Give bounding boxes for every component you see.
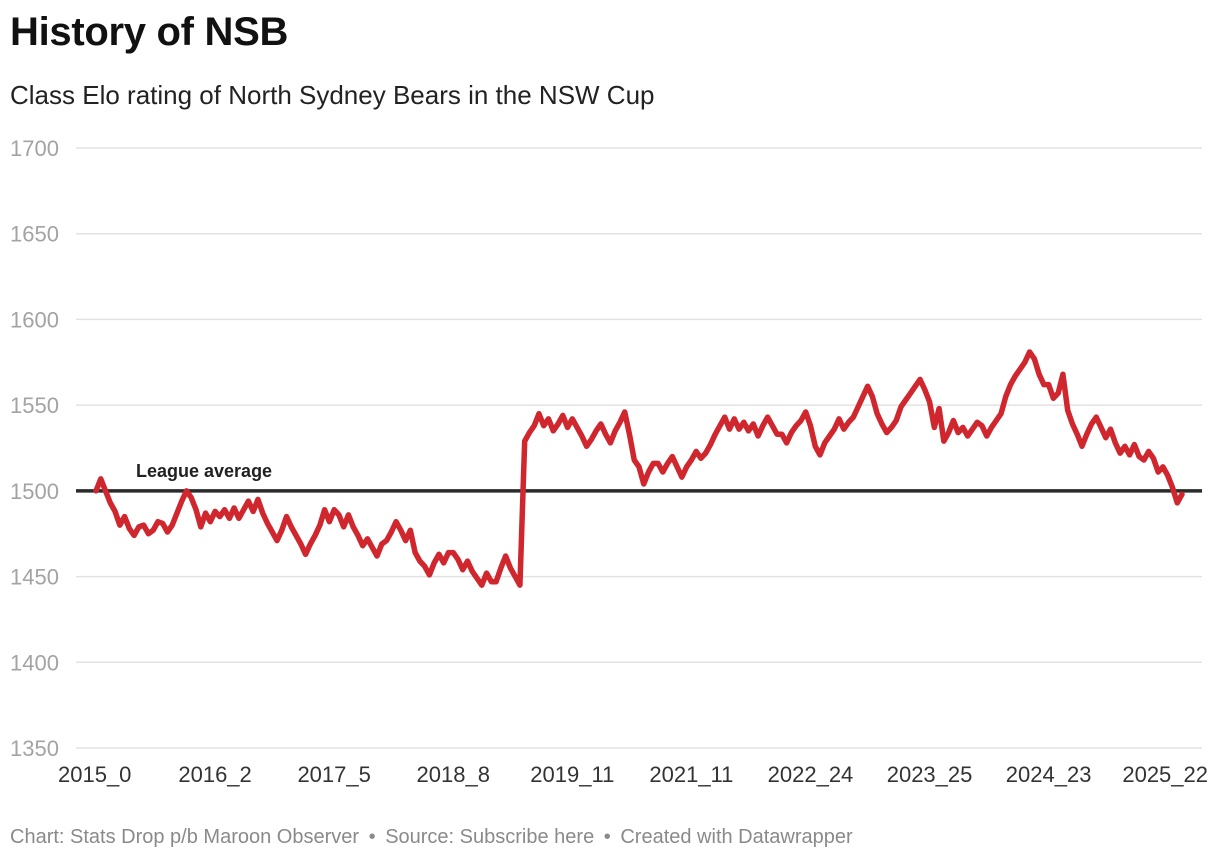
footer: Chart: Stats Drop p/b Maroon Observer • … bbox=[10, 826, 853, 849]
x-tick-label: 2018_8 bbox=[417, 762, 490, 787]
y-tick-label: 1600 bbox=[10, 307, 59, 332]
series-line-north-sydney-bears bbox=[93, 349, 1185, 588]
league-average-reference: League average bbox=[76, 461, 1202, 493]
x-tick-label: 2016_2 bbox=[178, 762, 251, 787]
y-tick-label: 1500 bbox=[10, 479, 59, 504]
chart-credit: Chart: Stats Drop p/b Maroon Observer bbox=[10, 826, 360, 848]
footer-separator: • bbox=[603, 826, 611, 848]
league-average-label: League average bbox=[136, 461, 272, 481]
y-tick-label: 1450 bbox=[10, 565, 59, 590]
source-link[interactable]: Source: Subscribe here bbox=[385, 826, 595, 848]
chart-subtitle: Class Elo rating of North Sydney Bears i… bbox=[10, 80, 655, 110]
series-layer bbox=[93, 349, 1185, 588]
x-axis-tick-labels: 2015_0 2016_2 2017_5 2018_8 2019_11 2021_11 20… bbox=[58, 762, 1208, 787]
x-tick-label: 2021_11 bbox=[649, 762, 733, 787]
y-tick-label: 1650 bbox=[10, 222, 59, 247]
created-with-link[interactable]: Created with Datawrapper bbox=[620, 826, 853, 848]
x-tick-label: 2017_5 bbox=[297, 762, 370, 787]
y-tick-label: 1700 bbox=[10, 136, 59, 161]
footer-separator: • bbox=[368, 826, 376, 848]
x-tick-label: 2025_22 bbox=[1122, 762, 1208, 787]
grid-layer bbox=[76, 147, 1202, 749]
y-axis-tick-labels: 1350 1400 1450 1500 1550 1600 1650 1700 bbox=[10, 136, 59, 761]
x-tick-label: 2015_0 bbox=[58, 762, 131, 787]
y-tick-label: 1400 bbox=[10, 650, 59, 675]
y-tick-label: 1550 bbox=[10, 393, 59, 418]
y-tick-label: 1350 bbox=[10, 736, 59, 761]
chart-title: History of NSB bbox=[10, 10, 289, 54]
x-tick-label: 2023_25 bbox=[887, 762, 973, 787]
x-tick-label: 2019_11 bbox=[530, 762, 614, 787]
x-tick-label: 2022_24 bbox=[768, 762, 854, 787]
x-tick-label: 2024_23 bbox=[1006, 762, 1092, 787]
